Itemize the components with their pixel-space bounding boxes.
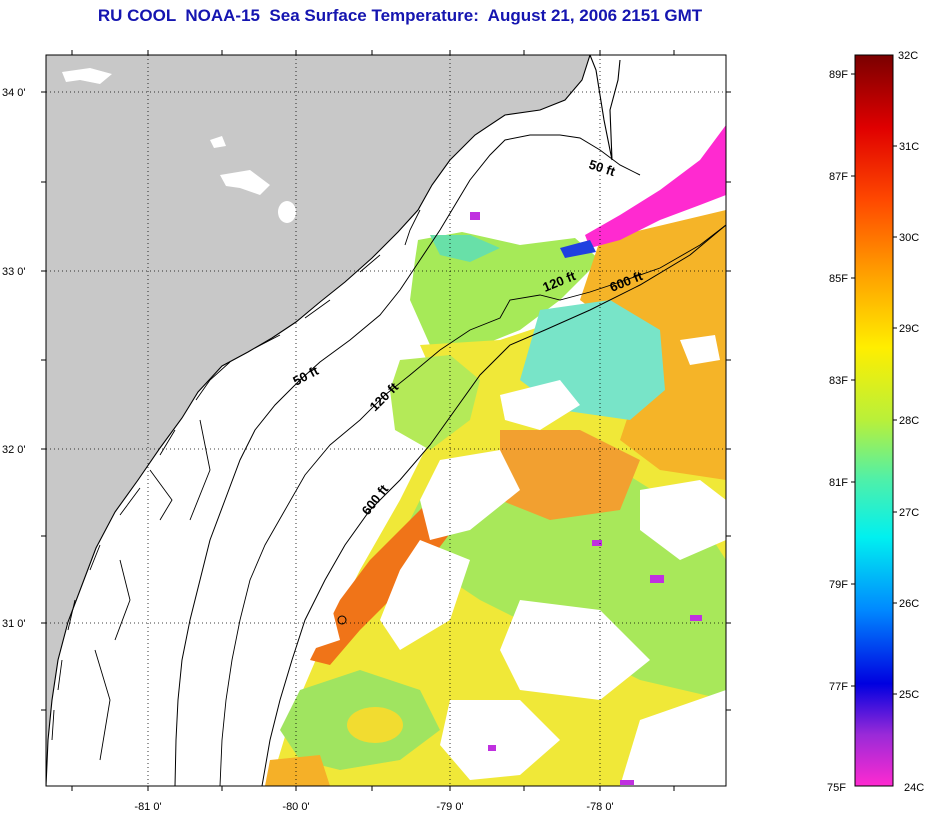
- land-mass: [46, 55, 590, 786]
- colorbar-gradient: [854, 54, 894, 787]
- lon-label-80: -80 0': [282, 801, 309, 813]
- colorbar-f-75: 75F: [827, 782, 846, 794]
- colorbar-f-77: 77F: [829, 681, 848, 693]
- isobath-600ft: [261, 224, 726, 786]
- colorbar-f-89: 89F: [829, 69, 848, 81]
- barrier-islands: [51, 209, 421, 761]
- colorbar-c-27: 27C: [899, 507, 919, 519]
- graticule: [46, 55, 726, 786]
- sst-field: [265, 125, 726, 786]
- sst-cold-strip: [585, 125, 726, 248]
- colorbar-f-79: 79F: [829, 579, 848, 591]
- colorbar-c-32: 32C: [898, 50, 918, 62]
- colorbar-f-83: 83F: [829, 375, 848, 387]
- lon-label-79: -79 0': [436, 801, 463, 813]
- colorbar-f-87: 87F: [829, 171, 848, 183]
- isobath-50ft: [174, 134, 641, 786]
- colorbar-c-26: 26C: [899, 598, 919, 610]
- cloud-gaps: [300, 335, 726, 786]
- colorbar: 32C 31C 30C 29C 28C 27C 26C 25C 24C 89F …: [827, 50, 924, 794]
- sst-green-west: [390, 355, 480, 450]
- lat-label-33: 33 0': [2, 266, 26, 278]
- colorbar-ticks: [851, 73, 897, 695]
- sst-yellow-blob: [347, 707, 403, 743]
- colorbar-f-81: 81F: [829, 477, 848, 489]
- colorbar-c-29: 29C: [899, 323, 919, 335]
- land-lakes: [62, 68, 296, 223]
- buoy-marker: [337, 615, 347, 625]
- colorbar-f-85: 85F: [829, 273, 848, 285]
- lat-label-32: 32 0': [2, 444, 26, 456]
- lat-label-34: 34 0': [2, 87, 26, 99]
- sst-specks-purple: [470, 212, 702, 785]
- lat-label-31: 31 0': [2, 618, 26, 630]
- colorbar-c-31: 31C: [899, 141, 919, 153]
- lon-label-78: -78 0': [586, 801, 613, 813]
- sst-orange-south: [265, 755, 330, 786]
- map-area: 50 ft 120 ft 600 ft 50 ft 120 ft 600 ft: [46, 55, 726, 786]
- sst-cyan-north: [430, 235, 500, 262]
- coastline: [46, 55, 621, 786]
- colorbar-c-25: 25C: [899, 689, 919, 701]
- map-frame: [45, 54, 727, 787]
- axis-ticks: [41, 50, 731, 791]
- sst-orange-central: [500, 430, 640, 520]
- colorbar-c-30: 30C: [899, 232, 919, 244]
- sst-green-nearshore: [410, 232, 600, 350]
- map-title: RU COOL NOAA-15 Sea Surface Temperature:…: [97, 6, 703, 25]
- sst-blue-edge: [560, 240, 596, 258]
- colorbar-c-24: 24C: [904, 782, 924, 794]
- isobath-120ft: [219, 224, 726, 786]
- colorbar-c-28: 28C: [899, 415, 919, 427]
- lon-label-81: -81 0': [134, 801, 161, 813]
